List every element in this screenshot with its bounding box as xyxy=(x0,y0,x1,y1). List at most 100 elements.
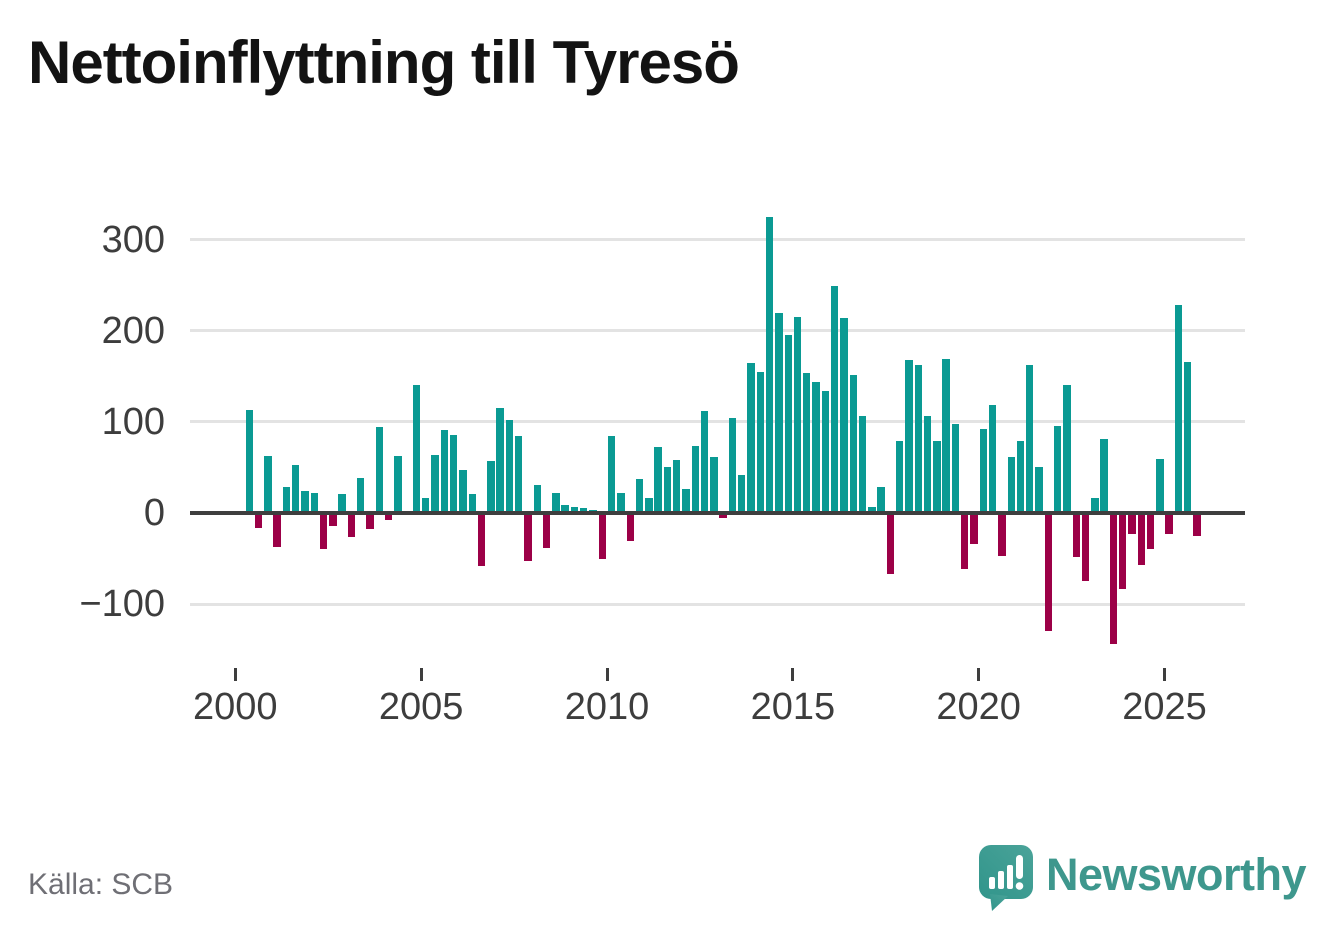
bar-positive xyxy=(1026,364,1034,513)
bar-positive xyxy=(803,372,811,513)
bar-negative xyxy=(1137,513,1145,565)
bar-positive xyxy=(1091,498,1099,513)
x-tick-mark xyxy=(791,668,795,681)
bar-positive xyxy=(691,446,699,513)
bar-negative xyxy=(1119,513,1127,589)
source-text: Källa: SCB xyxy=(28,868,174,901)
bar-negative xyxy=(347,513,356,537)
bar-positive xyxy=(1007,457,1015,513)
bar-positive xyxy=(988,404,997,513)
x-tick-mark xyxy=(605,668,609,681)
bar-positive xyxy=(394,455,402,513)
bar-positive xyxy=(747,362,755,513)
bar-positive xyxy=(682,489,690,513)
bar-positive xyxy=(654,447,662,513)
bar-positive xyxy=(765,216,774,513)
bar-positive xyxy=(496,408,504,513)
x-tick-label: 2010 xyxy=(564,686,650,728)
bar-positive xyxy=(858,415,867,513)
bar-positive xyxy=(338,493,346,513)
bar-positive xyxy=(738,474,746,513)
bar-negative xyxy=(1044,513,1053,632)
bar-positive xyxy=(775,312,783,513)
bar-positive xyxy=(1035,467,1043,513)
bar-positive xyxy=(672,460,681,513)
y-axis-label: 100 xyxy=(101,400,165,443)
bar-negative xyxy=(384,513,393,521)
bar-positive xyxy=(821,390,830,513)
bar-negative xyxy=(1072,513,1080,557)
bar-positive xyxy=(570,506,579,513)
bar-positive xyxy=(422,498,430,513)
bar-negative xyxy=(477,513,486,566)
bar-positive xyxy=(1174,305,1183,513)
bar-positive xyxy=(868,506,876,513)
bar-negative xyxy=(626,513,634,542)
bar-positive xyxy=(896,441,904,513)
bar-negative xyxy=(254,513,263,529)
bar-positive xyxy=(635,479,644,513)
bar-positive xyxy=(1100,439,1108,513)
x-tick-label: 2005 xyxy=(378,686,464,728)
bar-negative xyxy=(1193,513,1201,536)
bar-positive xyxy=(877,486,885,513)
bar-positive xyxy=(1053,425,1062,513)
bar-positive xyxy=(905,359,913,513)
bar-negative xyxy=(1081,513,1090,582)
x-tick-mark xyxy=(977,668,981,681)
newsworthy-logo-icon xyxy=(978,844,1036,917)
bar-positive xyxy=(617,492,625,513)
bar-negative xyxy=(1146,513,1155,550)
bar-positive xyxy=(979,429,988,513)
bar-positive xyxy=(440,430,449,513)
bar-positive xyxy=(663,467,672,513)
bar-positive xyxy=(1016,441,1025,513)
bar-negative xyxy=(1128,513,1136,534)
bar-positive xyxy=(431,454,439,513)
gridline xyxy=(190,420,1245,424)
bar-positive xyxy=(933,441,941,513)
x-tick-mark xyxy=(1163,668,1167,681)
bar-positive xyxy=(580,507,588,513)
bar-positive xyxy=(533,484,541,513)
bar-positive xyxy=(301,491,309,513)
x-tick-mark xyxy=(233,668,237,681)
bar-negative xyxy=(1109,513,1118,645)
bar-negative xyxy=(886,513,895,575)
bar-positive xyxy=(812,381,820,513)
bar-positive xyxy=(468,493,476,513)
bar-positive xyxy=(1184,361,1192,513)
brand-name: Newsworthy xyxy=(1046,849,1307,900)
bar-negative xyxy=(329,513,337,526)
bar-negative xyxy=(319,513,328,550)
bar-negative xyxy=(719,513,727,518)
bar-negative xyxy=(998,513,1006,556)
bar-negative xyxy=(542,513,551,548)
bar-positive xyxy=(310,492,318,513)
bar-positive xyxy=(849,374,857,513)
plot-area: 2000 2005 2010 2015 2020 2025 xyxy=(190,150,1246,728)
y-axis-label: 200 xyxy=(101,309,165,352)
bar-positive xyxy=(914,365,922,513)
bar-negative xyxy=(1165,513,1173,534)
bar-positive xyxy=(1156,459,1164,513)
bar-positive xyxy=(784,335,792,513)
x-tick-mark xyxy=(419,668,423,681)
bar-positive xyxy=(645,497,653,513)
bar-positive xyxy=(459,470,467,513)
gridline xyxy=(190,238,1245,242)
bar-positive xyxy=(292,464,300,513)
bar-negative xyxy=(273,513,281,547)
bar-positive xyxy=(756,371,765,513)
bar-positive xyxy=(840,318,848,513)
x-tick-label: 2000 xyxy=(193,686,278,728)
bar-positive xyxy=(515,435,523,513)
bar-positive xyxy=(923,415,932,513)
bar-negative xyxy=(524,513,532,562)
y-axis-label: 0 xyxy=(143,492,165,534)
bar-negative xyxy=(970,513,978,544)
gridline xyxy=(190,602,1245,606)
bar-positive xyxy=(700,410,709,513)
bar-negative xyxy=(598,513,607,560)
chart-title: Nettoinflyttning till Tyresö xyxy=(28,29,740,96)
